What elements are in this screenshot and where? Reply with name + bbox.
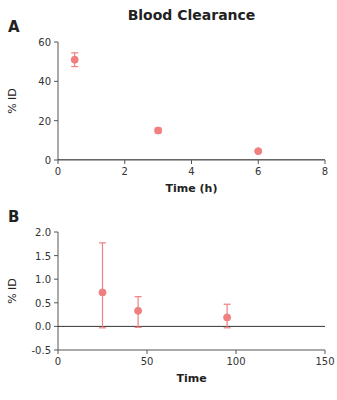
panel-label: B	[8, 208, 19, 226]
point	[255, 148, 262, 155]
error-bar-cap	[99, 327, 106, 328]
x-tick-label: 150	[315, 356, 334, 367]
error-bar-cap	[135, 327, 142, 328]
x-tick	[58, 160, 59, 164]
error-bar	[99, 243, 106, 328]
x-tick-label: 50	[141, 356, 154, 367]
error-bar	[135, 297, 142, 328]
zero-line	[58, 160, 325, 161]
x-tick	[325, 160, 326, 164]
x-tick-label: 100	[226, 356, 245, 367]
y-tick-label: 40	[38, 76, 51, 87]
y-tick	[54, 279, 58, 280]
x-tick-label: 2	[122, 166, 128, 177]
x-tick-label: 0	[55, 356, 61, 367]
x-tick	[58, 350, 59, 354]
error-bar-cap	[135, 296, 142, 297]
x-tick	[236, 350, 237, 354]
y-tick	[54, 81, 58, 82]
x-axis-label: Time	[176, 372, 206, 385]
error-bar-cap	[224, 304, 231, 305]
x-tick-label: 0	[55, 166, 61, 177]
y-axis	[58, 232, 59, 350]
point	[135, 307, 142, 314]
point	[155, 127, 162, 134]
y-tick-label: 0.5	[35, 298, 51, 309]
y-tick-label: 0	[45, 155, 51, 166]
y-tick	[54, 42, 58, 43]
zero-line	[58, 326, 325, 327]
y-tick	[54, 255, 58, 256]
chart: Blood Clearance A 0 20 40 60 0 2 4 6 8 Time (h) % ID…	[0, 0, 337, 400]
y-tick-label: 1.5	[35, 251, 51, 262]
y-tick	[54, 326, 58, 327]
title: Blood Clearance	[128, 7, 256, 23]
x-tick	[325, 350, 326, 354]
point	[224, 314, 231, 321]
error-bar-stem	[102, 243, 103, 328]
error-bar-cap	[71, 52, 78, 53]
point	[99, 289, 106, 296]
panel: B -0.5 0.0 0.5 1.0 1.5 2.0 0 50 100 150 Time % ID	[6, 208, 335, 385]
y-tick	[54, 350, 58, 351]
panel-label: A	[8, 18, 20, 36]
y-tick-label: 0.0	[35, 321, 51, 332]
y-tick-label: 20	[38, 116, 51, 127]
y-tick	[54, 232, 58, 233]
x-tick	[124, 160, 125, 164]
error-bar	[71, 53, 78, 67]
error-bar-cap	[224, 327, 231, 328]
error-bar	[224, 304, 231, 328]
panel: Blood Clearance A 0 20 40 60 0 2 4 6 8 Time (h) % ID	[6, 7, 328, 195]
point	[71, 56, 78, 63]
x-tick-label: 8	[322, 166, 328, 177]
x-tick-label: 6	[255, 166, 261, 177]
y-tick	[54, 302, 58, 303]
y-tick-label: -0.5	[31, 345, 51, 356]
error-bar-cap	[99, 242, 106, 243]
y-tick-label: 1.0	[35, 274, 51, 285]
y-tick-label: 60	[38, 37, 51, 48]
x-tick	[191, 160, 192, 164]
y-axis-label: % ID	[6, 88, 19, 114]
y-tick-label: 2.0	[35, 227, 51, 238]
plot-area	[58, 53, 325, 160]
x-tick	[258, 160, 259, 164]
plot-area	[58, 243, 325, 328]
y-tick	[54, 160, 58, 161]
y-axis	[58, 42, 59, 160]
x-tick-label: 4	[188, 166, 194, 177]
y-axis-label: % ID	[6, 278, 19, 304]
x-axis	[58, 160, 325, 161]
error-bar-cap	[71, 66, 78, 67]
x-axis	[58, 350, 325, 351]
x-tick	[147, 350, 148, 354]
y-tick	[54, 120, 58, 121]
x-axis-label: Time (h)	[166, 182, 218, 195]
